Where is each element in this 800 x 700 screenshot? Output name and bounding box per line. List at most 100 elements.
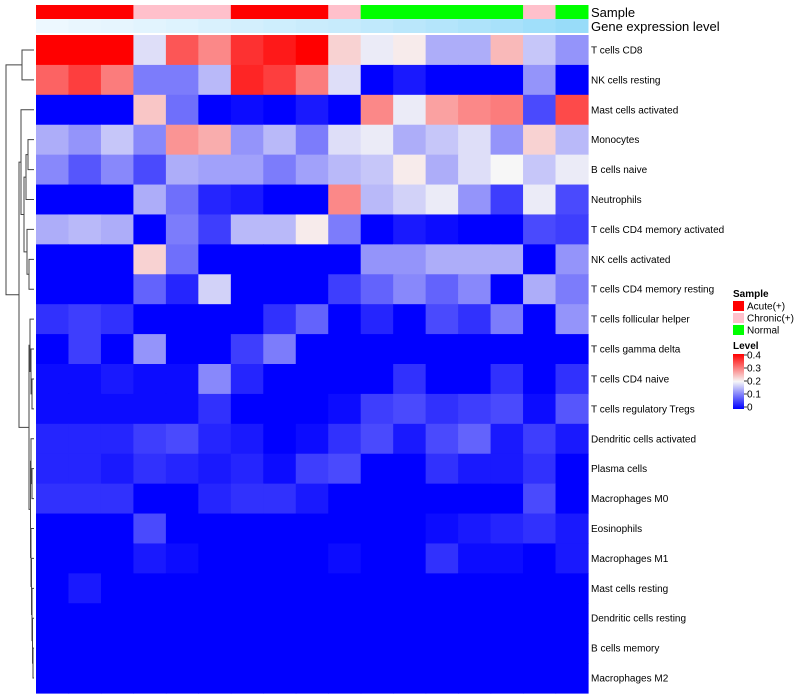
sample-legend-label: Normal	[747, 326, 779, 337]
sample-legend-swatch	[733, 313, 744, 323]
heatmap-cell-13-14	[490, 423, 524, 455]
heatmap-cell-20-13	[458, 633, 492, 664]
heatmap-cell-0-9	[328, 35, 362, 66]
row-label: T cells CD4 naive	[591, 374, 670, 385]
heatmap-cell-4-8	[295, 154, 329, 186]
heatmap-cell-11-1	[68, 364, 102, 395]
heatmap-cell-2-15	[523, 94, 557, 126]
heatmap-cell-16-0	[36, 513, 70, 545]
heatmap-cell-21-9	[328, 663, 362, 694]
heatmap-cell-7-1	[68, 244, 102, 275]
heatmap-cell-10-15	[523, 334, 557, 365]
heatmap-cell-5-13	[458, 184, 492, 216]
gene-level-cell-7	[263, 19, 297, 33]
level-legend: Level 0.4 0.3 0.2 0.1 0	[733, 341, 761, 414]
sample-cell-4	[165, 5, 199, 19]
heatmap-cell-12-4	[165, 393, 199, 425]
heatmap-cell-12-5	[198, 393, 232, 425]
row-label: T cells CD4 memory activated	[591, 225, 724, 236]
heatmap-cell-4-11	[393, 154, 427, 186]
sample-legend-label: Chronic(+)	[747, 314, 794, 325]
level-tick-label: 0.4	[747, 351, 761, 362]
level-tick-label: 0.1	[747, 390, 761, 401]
heatmap-cell-19-8	[295, 603, 329, 634]
heatmap-cell-0-5	[198, 35, 232, 66]
heatmap-cell-14-13	[458, 453, 492, 485]
heatmap-cells	[36, 35, 589, 694]
heatmap-cell-4-3	[133, 154, 167, 186]
heatmap-cell-14-0	[36, 453, 70, 485]
heatmap-cell-12-9	[328, 393, 362, 425]
heatmap-cell-2-7	[263, 94, 297, 126]
heatmap-cell-19-10	[360, 603, 394, 634]
heatmap-cell-3-12	[425, 124, 459, 156]
dendrogram-branch	[27, 139, 34, 171]
heatmap-cell-18-3	[133, 573, 167, 604]
gene-level-cell-4	[165, 19, 199, 33]
sample-cell-16	[555, 5, 589, 19]
heatmap-cell-6-1	[68, 214, 102, 245]
heatmap-cell-17-1	[68, 543, 102, 574]
row-label: T cells CD4 memory resting	[591, 285, 714, 296]
heatmap-cell-3-9	[328, 124, 362, 156]
heatmap-cell-4-10	[360, 154, 394, 186]
heatmap-cell-16-16	[555, 513, 589, 545]
heatmap-cell-10-10	[360, 334, 394, 365]
heatmap-cell-17-11	[393, 543, 427, 574]
heatmap-cell-15-12	[425, 483, 459, 515]
heatmap-cell-12-16	[555, 393, 589, 425]
heatmap-cell-13-2	[100, 423, 135, 455]
heatmap-cell-11-15	[523, 364, 557, 395]
heatmap-cell-16-12	[425, 513, 459, 545]
heatmap-cell-13-11	[393, 423, 427, 455]
heatmap-cell-4-15	[523, 154, 557, 186]
heatmap-cell-5-12	[425, 184, 459, 216]
heatmap-cell-0-2	[100, 35, 135, 66]
dendrogram-branch	[31, 378, 34, 410]
gene-level-cell-8	[295, 19, 329, 33]
heatmap-cell-0-12	[425, 35, 459, 66]
heatmap-cell-11-10	[360, 364, 394, 395]
heatmap-cell-7-13	[458, 244, 492, 275]
heatmap-cell-1-2	[100, 64, 135, 96]
sample-cell-13	[458, 5, 492, 19]
heatmap-cell-14-3	[133, 453, 167, 485]
row-label: T cells regulatory Tregs	[591, 404, 695, 415]
heatmap-cell-9-3	[133, 304, 167, 335]
heatmap-cell-18-6	[230, 573, 264, 604]
heatmap-cell-17-9	[328, 543, 362, 574]
heatmap-cell-16-10	[360, 513, 394, 545]
heatmap-cell-7-8	[295, 244, 329, 275]
heatmap-cell-9-8	[295, 304, 329, 335]
heatmap-cell-11-14	[490, 364, 524, 395]
sample-cell-11	[393, 5, 427, 19]
heatmap-cell-7-2	[100, 244, 135, 275]
heatmap-cell-17-10	[360, 543, 394, 574]
heatmap-cell-13-9	[328, 423, 362, 455]
heatmap-cell-10-4	[165, 334, 199, 365]
heatmap-cell-13-16	[555, 423, 589, 455]
gene-level-cell-14	[490, 19, 524, 33]
heatmap-cell-5-11	[393, 184, 427, 216]
heatmap-cell-20-3	[133, 633, 167, 664]
heatmap-cell-2-14	[490, 94, 524, 126]
heatmap-cell-5-9	[328, 184, 362, 216]
heatmap-cell-16-14	[490, 513, 524, 545]
heatmap-cell-14-9	[328, 453, 362, 485]
heatmap-cell-5-14	[490, 184, 524, 216]
heatmap-cell-8-1	[68, 274, 102, 305]
heatmap-cell-9-7	[263, 304, 297, 335]
heatmap-cell-17-13	[458, 543, 492, 574]
heatmap-cell-19-14	[490, 603, 524, 634]
heatmap-cell-5-8	[295, 184, 329, 216]
heatmap-cell-8-13	[458, 274, 492, 305]
heatmap-cell-11-11	[393, 364, 427, 395]
heatmap-cell-20-5	[198, 633, 232, 664]
heatmap-cell-9-4	[165, 304, 199, 335]
heatmap-cell-15-16	[555, 483, 589, 515]
heatmap-cell-18-15	[523, 573, 557, 604]
heatmap-cell-12-11	[393, 393, 427, 425]
heatmap-cell-20-4	[165, 633, 199, 664]
gene-level-cell-13	[458, 19, 492, 33]
sample-legend-swatch	[733, 301, 744, 311]
